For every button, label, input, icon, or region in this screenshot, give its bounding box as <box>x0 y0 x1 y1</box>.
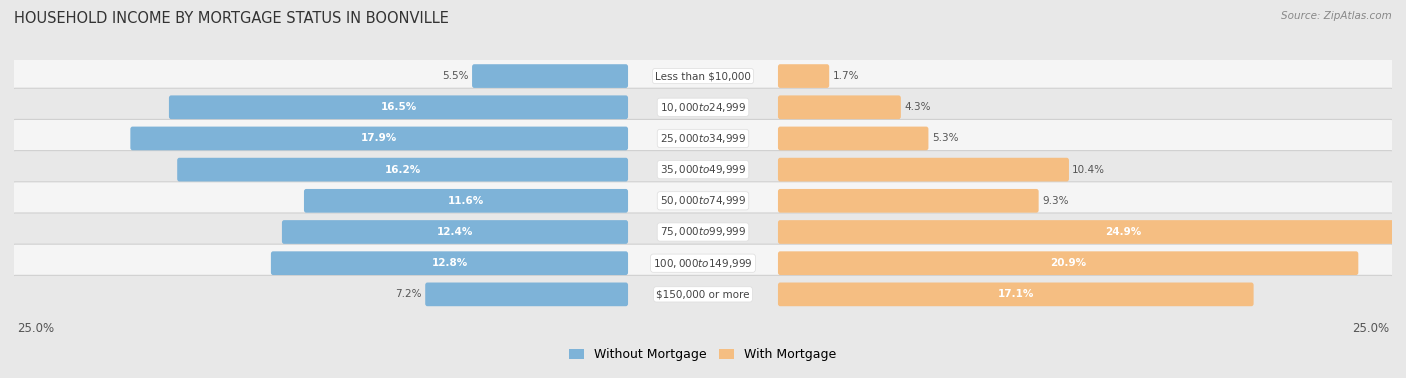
FancyBboxPatch shape <box>11 275 1395 313</box>
Text: $75,000 to $99,999: $75,000 to $99,999 <box>659 226 747 239</box>
FancyBboxPatch shape <box>778 220 1406 244</box>
Text: $10,000 to $24,999: $10,000 to $24,999 <box>659 101 747 114</box>
Text: 11.6%: 11.6% <box>449 196 484 206</box>
Text: 25.0%: 25.0% <box>1353 322 1389 335</box>
FancyBboxPatch shape <box>11 88 1395 126</box>
Text: 20.9%: 20.9% <box>1050 258 1087 268</box>
FancyBboxPatch shape <box>11 213 1395 251</box>
FancyBboxPatch shape <box>778 251 1358 275</box>
FancyBboxPatch shape <box>472 64 628 88</box>
Text: 16.2%: 16.2% <box>384 165 420 175</box>
Text: $50,000 to $74,999: $50,000 to $74,999 <box>659 194 747 207</box>
FancyBboxPatch shape <box>11 182 1395 220</box>
Text: 9.3%: 9.3% <box>1042 196 1069 206</box>
Text: 17.9%: 17.9% <box>361 133 398 143</box>
Text: HOUSEHOLD INCOME BY MORTGAGE STATUS IN BOONVILLE: HOUSEHOLD INCOME BY MORTGAGE STATUS IN B… <box>14 11 449 26</box>
Text: $25,000 to $34,999: $25,000 to $34,999 <box>659 132 747 145</box>
FancyBboxPatch shape <box>11 244 1395 282</box>
FancyBboxPatch shape <box>11 150 1395 189</box>
FancyBboxPatch shape <box>11 119 1395 158</box>
FancyBboxPatch shape <box>11 57 1395 95</box>
Text: 12.4%: 12.4% <box>437 227 474 237</box>
Text: 25.0%: 25.0% <box>17 322 53 335</box>
Text: $150,000 or more: $150,000 or more <box>657 290 749 299</box>
FancyBboxPatch shape <box>271 251 628 275</box>
FancyBboxPatch shape <box>778 95 901 119</box>
Text: 5.5%: 5.5% <box>443 71 468 81</box>
FancyBboxPatch shape <box>304 189 628 213</box>
Text: Less than $10,000: Less than $10,000 <box>655 71 751 81</box>
Text: 10.4%: 10.4% <box>1073 165 1105 175</box>
FancyBboxPatch shape <box>778 127 928 150</box>
FancyBboxPatch shape <box>131 127 628 150</box>
FancyBboxPatch shape <box>177 158 628 181</box>
FancyBboxPatch shape <box>283 220 628 244</box>
Text: $100,000 to $149,999: $100,000 to $149,999 <box>654 257 752 270</box>
Text: 1.7%: 1.7% <box>832 71 859 81</box>
Text: 7.2%: 7.2% <box>395 290 422 299</box>
Text: 24.9%: 24.9% <box>1105 227 1142 237</box>
FancyBboxPatch shape <box>778 189 1039 213</box>
Text: 5.3%: 5.3% <box>932 133 959 143</box>
Legend: Without Mortgage, With Mortgage: Without Mortgage, With Mortgage <box>564 343 842 366</box>
Text: 12.8%: 12.8% <box>432 258 468 268</box>
Text: 16.5%: 16.5% <box>381 102 416 112</box>
Text: Source: ZipAtlas.com: Source: ZipAtlas.com <box>1281 11 1392 21</box>
FancyBboxPatch shape <box>425 282 628 306</box>
Text: 17.1%: 17.1% <box>998 290 1033 299</box>
FancyBboxPatch shape <box>778 64 830 88</box>
Text: $35,000 to $49,999: $35,000 to $49,999 <box>659 163 747 176</box>
FancyBboxPatch shape <box>778 282 1254 306</box>
FancyBboxPatch shape <box>169 95 628 119</box>
Text: 4.3%: 4.3% <box>904 102 931 112</box>
FancyBboxPatch shape <box>778 158 1069 181</box>
